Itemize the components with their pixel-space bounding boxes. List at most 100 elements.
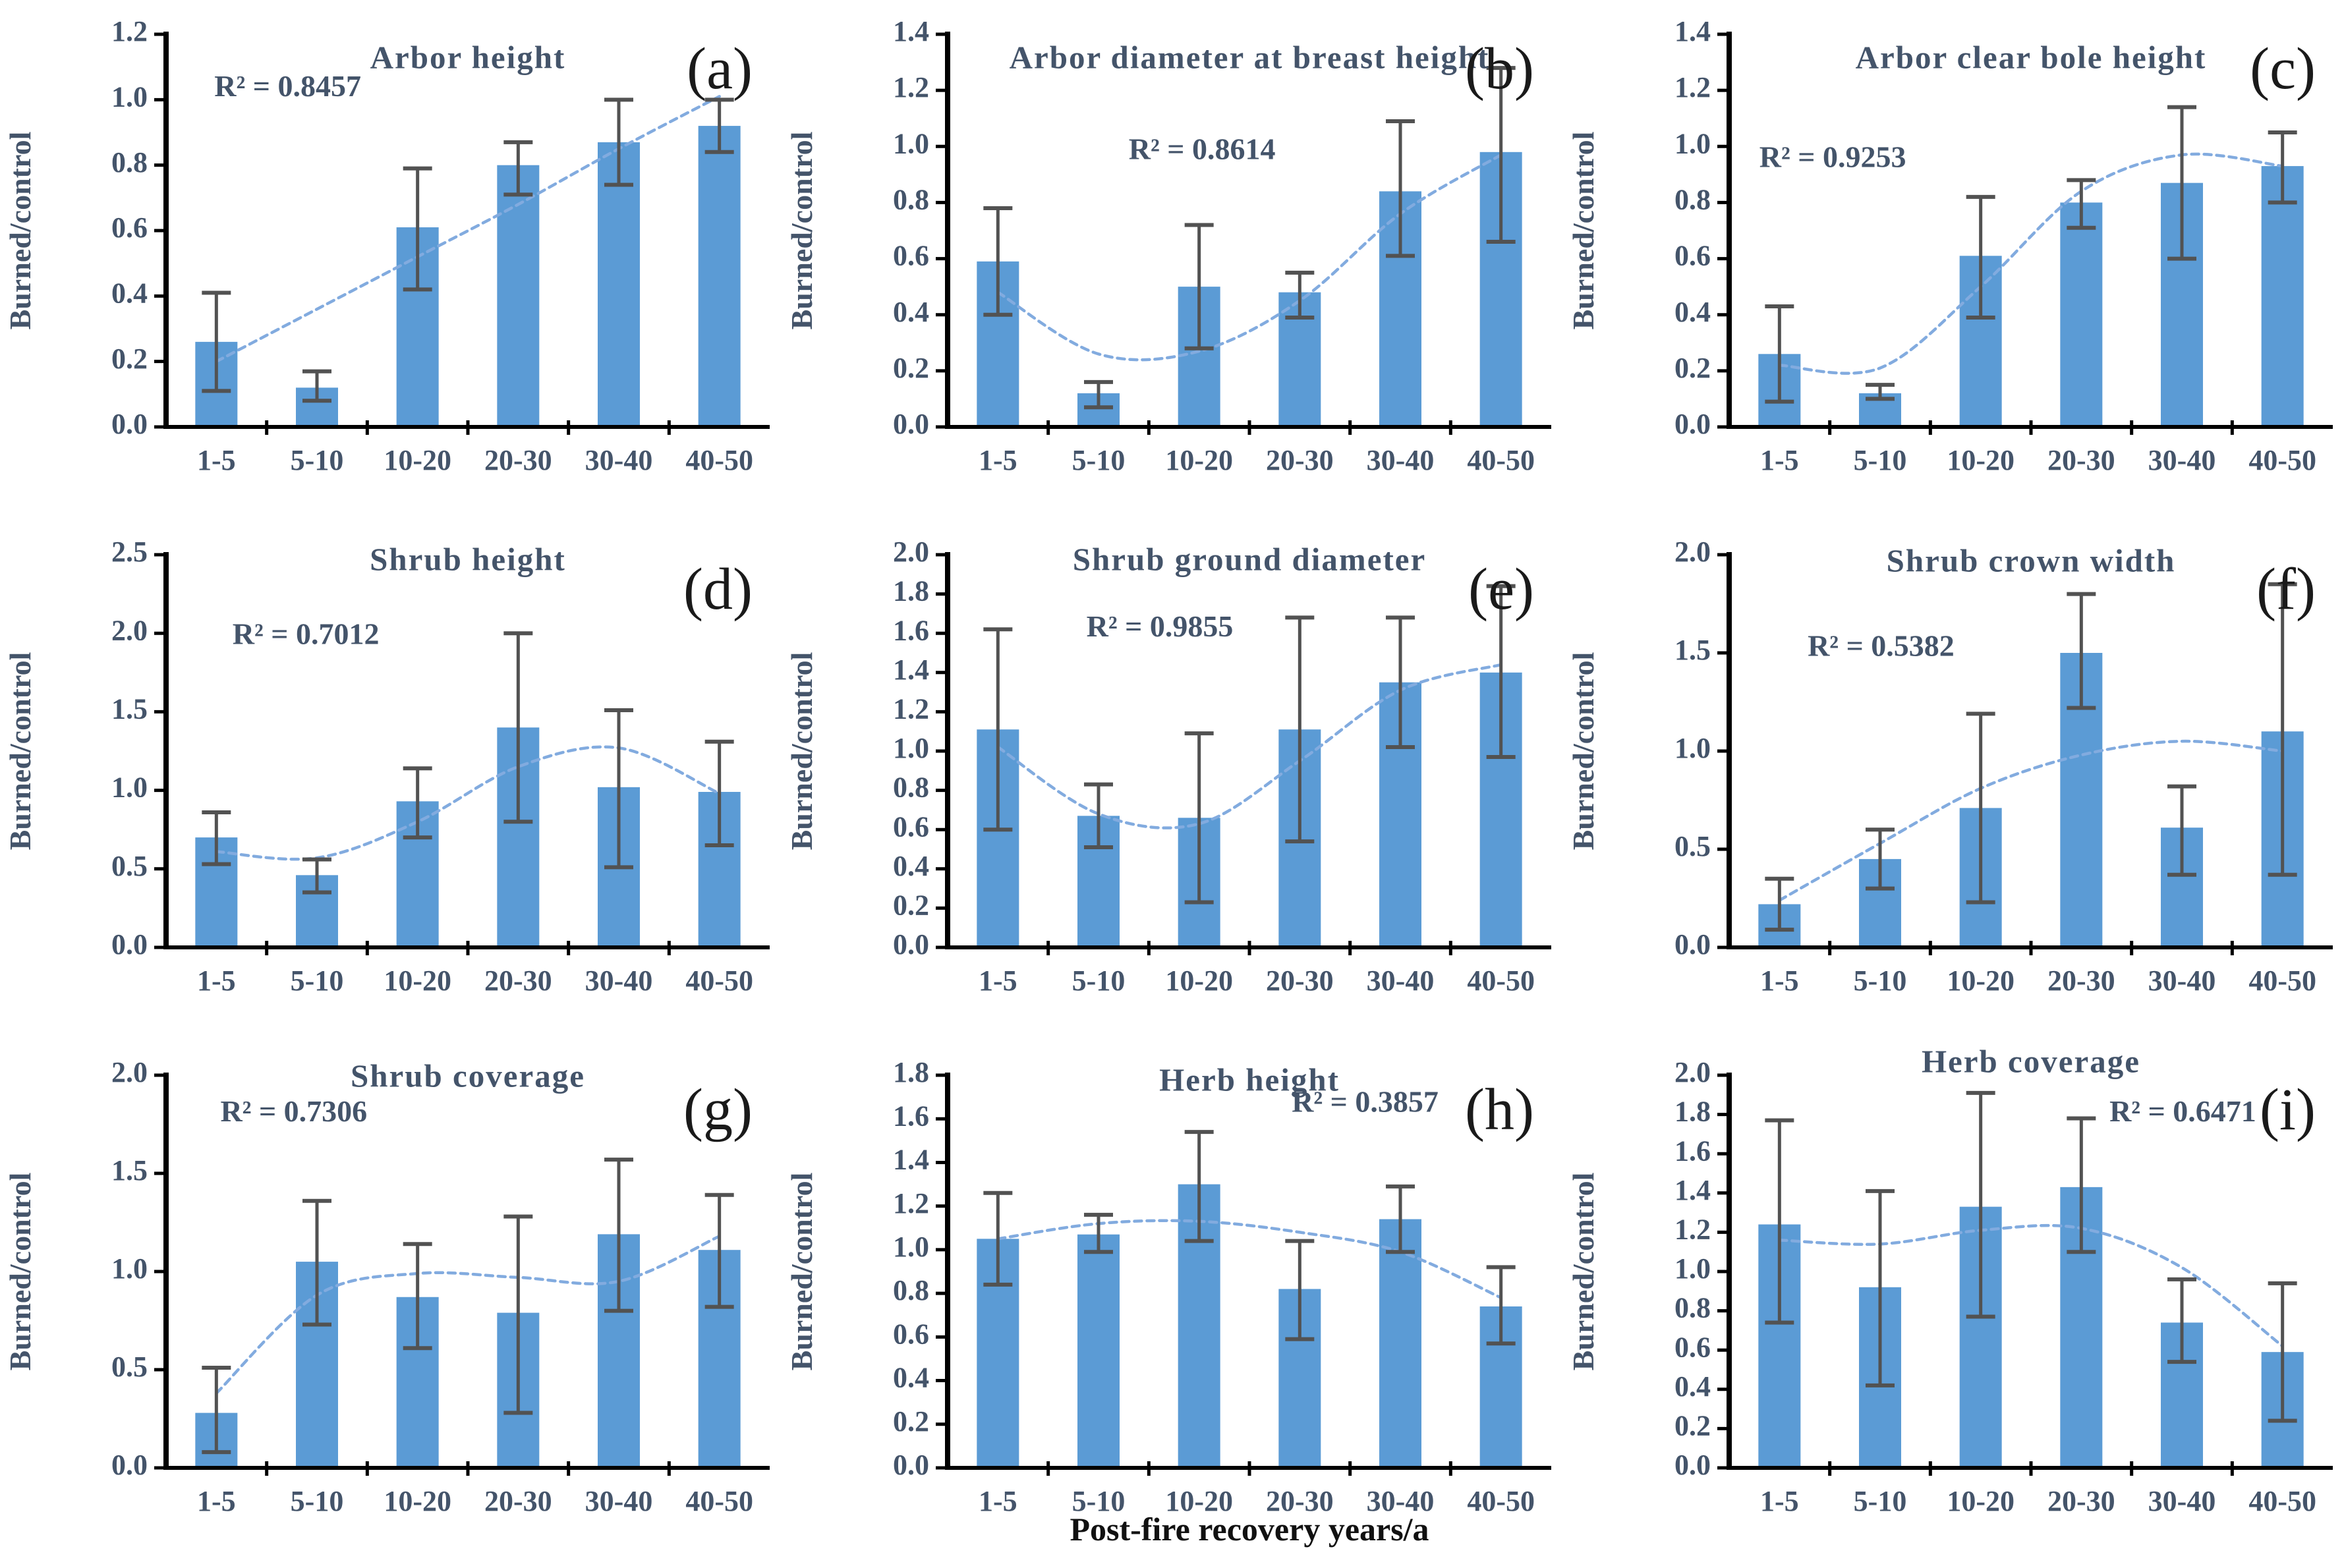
x-tick-label: 30-40 (2148, 1485, 2216, 1517)
y-tick-label: 0.0 (111, 928, 148, 961)
y-tick-label: 1.0 (1674, 1252, 1711, 1285)
y-tick-label: 0.0 (111, 1449, 148, 1481)
error-bar-30-40 (2167, 784, 2196, 877)
y-tick-label: 0.0 (1674, 408, 1711, 440)
chart-title: Shrub height (370, 541, 566, 577)
panel-letter: (c) (2250, 36, 2316, 101)
chart-title: Herb height (1159, 1061, 1340, 1098)
x-tick-label: 20-30 (484, 965, 552, 997)
trend-line (996, 1219, 1502, 1299)
bar-30-40 (1379, 1219, 1421, 1468)
x-tick-label: 20-30 (2047, 1485, 2115, 1517)
y-tick-label: 0.6 (111, 211, 148, 244)
x-tick-label: 5-10 (291, 965, 344, 997)
x-tick-label: 20-30 (1266, 1485, 1334, 1517)
x-tick-label: 20-30 (2047, 444, 2115, 476)
x-tick-label: 10-20 (1165, 444, 1233, 476)
chart-title: Arbor diameter at breast height (1010, 39, 1490, 75)
error-bar-10-20 (1184, 223, 1214, 350)
error-bar-1-5 (983, 627, 1013, 832)
x-tick-label: 40-50 (2248, 1485, 2316, 1517)
y-tick-label: 1.2 (893, 1187, 929, 1219)
error-bar-20-30 (2067, 178, 2096, 230)
error-bar-1-5 (1765, 1118, 1794, 1325)
error-bar-40-50 (704, 739, 734, 848)
error-bar-5-10 (1084, 1212, 1113, 1254)
y-tick-label: 0.4 (1674, 296, 1711, 328)
chart-svg: Burned/control 0.0 0.5 1.0 1.5 2.0 1-5 5-10 10-2… (3, 1056, 770, 1517)
x-tick-label: 30-40 (585, 444, 653, 476)
y-tick-label: 1.4 (893, 15, 929, 47)
error-bar-5-10 (302, 369, 331, 403)
x-tick-label: 20-30 (1266, 444, 1334, 476)
chart-svg: Burned/control 0.0 0.5 1.0 1.5 2.0 1-5 5-10 10-2… (1566, 536, 2333, 997)
y-tick-label: 1.5 (111, 692, 148, 725)
chart-title: Arbor clear bole height (1856, 39, 2207, 75)
y-tick-label: 2.0 (893, 536, 929, 568)
y-tick-label: 0.5 (1674, 830, 1711, 862)
error-bar-5-10 (1866, 383, 1895, 401)
trend-line (215, 1235, 721, 1395)
y-tick-label: 0.6 (893, 810, 929, 843)
chart-title: Shrub crown width (1887, 542, 2176, 578)
trend-line (996, 153, 1502, 362)
x-tick-label: 1-5 (1760, 1485, 1799, 1517)
error-bar-1-5 (202, 1366, 231, 1455)
error-bar-30-40 (2167, 105, 2196, 261)
r-squared-label: R² = 0.6471 (2109, 1094, 2256, 1128)
y-tick-label: 1.5 (111, 1154, 148, 1187)
x-tick-label: 40-50 (2248, 444, 2316, 476)
error-bar-30-40 (1386, 1184, 1415, 1254)
error-bar-40-50 (2268, 582, 2297, 877)
chart-svg: Burned/control 0.0 0.2 0.4 0.6 0.8 1.0 1.2 1.4 1.… (1566, 1043, 2333, 1517)
trend-line (1778, 1223, 2284, 1348)
y-axis-label: Burned/control (785, 652, 818, 851)
y-tick-label: 0.8 (1674, 1292, 1711, 1324)
y-tick-label: 1.4 (893, 1144, 929, 1176)
trend-line (1778, 152, 2284, 375)
r-squared-label: R² = 0.7012 (233, 617, 380, 651)
error-bar-5-10 (1084, 379, 1113, 410)
error-bar-30-40 (1386, 615, 1415, 750)
y-tick-label: 0.8 (893, 1274, 929, 1306)
x-axis-title: Post-fire recovery years/a (1070, 1511, 1429, 1548)
y-axis-label: Burned/control (3, 1173, 37, 1371)
error-bar-40-50 (1486, 1265, 1516, 1346)
error-bar-20-30 (503, 631, 533, 824)
x-tick-label: 1-5 (1760, 444, 1799, 476)
error-bar-10-20 (403, 166, 432, 292)
y-tick-label: 1.2 (111, 15, 148, 47)
error-bar-5-10 (1866, 1189, 1895, 1387)
error-bar-5-10 (1084, 782, 1113, 850)
y-tick-label: 0.5 (111, 1351, 148, 1383)
y-axis-label: Burned/control (1566, 132, 1600, 330)
y-tick-label: 2.0 (111, 614, 148, 646)
y-tick-label: 0.0 (1674, 1449, 1711, 1481)
y-tick-label: 1.2 (1674, 71, 1711, 103)
x-tick-label: 40-50 (1467, 1485, 1535, 1517)
y-tick-label: 1.0 (111, 1252, 148, 1285)
y-tick-label: 0.8 (893, 771, 929, 804)
x-tick-label: 40-50 (1467, 965, 1535, 997)
x-tick-label: 10-20 (384, 965, 451, 997)
y-tick-label: 0.2 (893, 1405, 929, 1438)
chart-panel-i: Burned/control 0.0 0.2 0.4 0.6 0.8 1.0 1.2 1.4 1.… (1563, 1041, 2344, 1565)
y-tick-label: 0.6 (893, 1318, 929, 1350)
y-axis-label: Burned/control (1566, 652, 1600, 851)
trend-line (1778, 739, 2284, 902)
panel-letter: (f) (2256, 557, 2316, 622)
chart-panel-g: Burned/control 0.0 0.5 1.0 1.5 2.0 1-5 5-10 10-2… (0, 1041, 782, 1565)
y-axis-label: Burned/control (3, 132, 37, 330)
y-tick-label: 0.6 (893, 240, 929, 272)
x-tick-label: 1-5 (1760, 965, 1799, 997)
bar-40-50 (698, 126, 741, 428)
panel-letter: (e) (1468, 557, 1534, 622)
error-bar-10-20 (1966, 1090, 1995, 1319)
trend-line (215, 95, 721, 363)
x-tick-label: 5-10 (291, 444, 344, 476)
x-tick-label: 30-40 (1367, 444, 1435, 476)
y-tick-label: 0.4 (893, 850, 929, 882)
y-tick-label: 1.0 (1674, 732, 1711, 764)
error-bar-1-5 (983, 1190, 1013, 1287)
